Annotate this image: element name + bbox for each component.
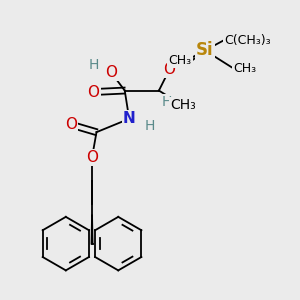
Text: CH₃: CH₃ — [169, 54, 192, 67]
Text: O: O — [163, 62, 175, 77]
Text: C(CH₃)₃: C(CH₃)₃ — [224, 34, 271, 46]
Text: CH₃: CH₃ — [170, 98, 196, 112]
Text: O: O — [105, 65, 117, 80]
Text: O: O — [86, 150, 98, 165]
Text: H: H — [145, 119, 155, 133]
Text: O: O — [88, 85, 100, 100]
Text: N: N — [123, 111, 136, 126]
Text: H: H — [88, 58, 99, 72]
Text: CH₃: CH₃ — [233, 62, 256, 75]
Text: Si: Si — [196, 41, 214, 59]
Text: H: H — [161, 95, 172, 110]
Text: O: O — [65, 117, 77, 132]
